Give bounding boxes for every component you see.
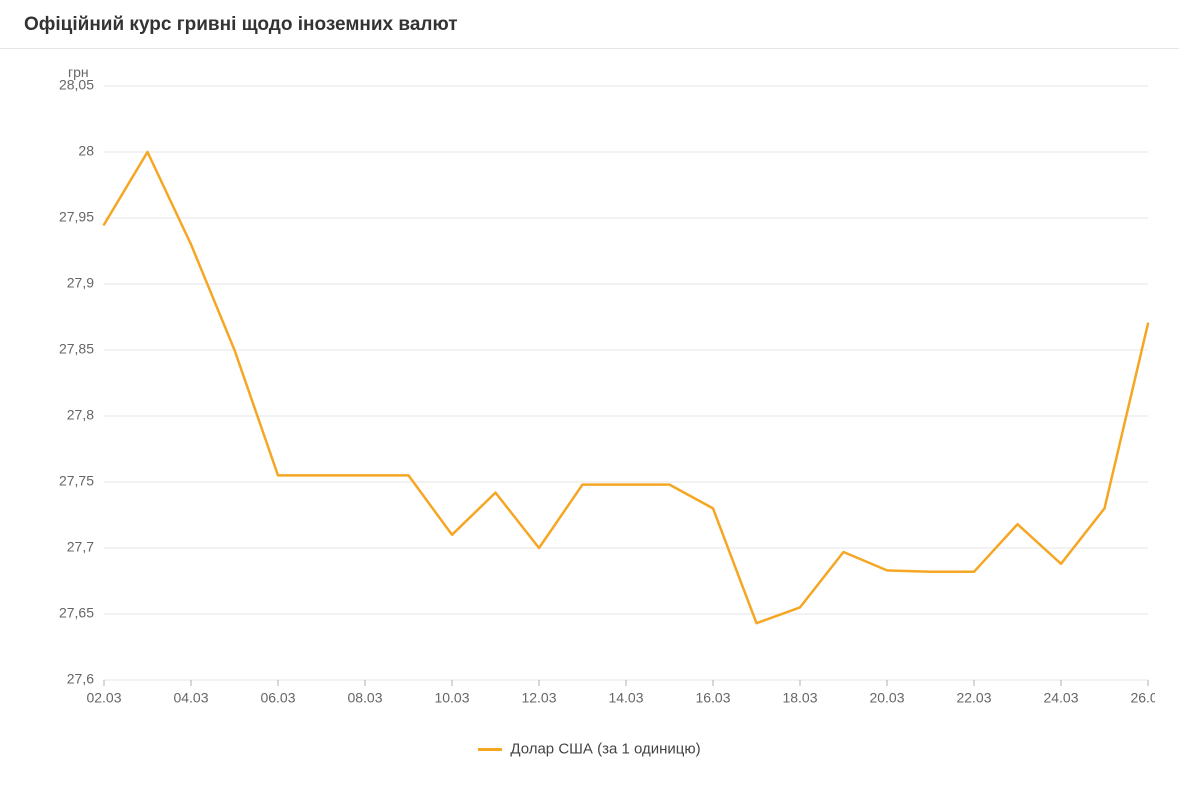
svg-text:27,85: 27,85 [59,341,94,357]
svg-text:27,9: 27,9 [67,275,94,291]
svg-text:22.03: 22.03 [956,689,991,705]
page: Офіційний курс гривні щодо іноземних вал… [0,0,1179,808]
svg-text:06.03: 06.03 [260,689,295,705]
svg-text:27,6: 27,6 [67,671,94,687]
chart-legend: Долар США (за 1 одиницю) [24,740,1155,758]
line-chart-svg: 27,6 27,65 27,7 27,75 27,8 27,85 27,9 27,95 28 28… [24,60,1155,720]
svg-text:27,65: 27,65 [59,605,94,621]
svg-text:27,8: 27,8 [67,407,94,423]
title-divider [0,48,1179,49]
svg-text:28,05: 28,05 [59,77,94,93]
svg-text:04.03: 04.03 [173,689,208,705]
svg-text:26.03: 26.03 [1130,689,1155,705]
svg-text:02.03: 02.03 [86,689,121,705]
svg-text:20.03: 20.03 [869,689,904,705]
svg-text:16.03: 16.03 [695,689,730,705]
svg-text:28: 28 [78,143,94,159]
svg-text:08.03: 08.03 [347,689,382,705]
svg-text:27,75: 27,75 [59,473,94,489]
svg-text:14.03: 14.03 [608,689,643,705]
chart-container: грн 27,627,6527,727,7527,827,8527,927,95… [24,60,1155,760]
legend-swatch [478,748,502,751]
svg-text:24.03: 24.03 [1043,689,1078,705]
svg-text:27,7: 27,7 [67,539,94,555]
chart-title: Офіційний курс гривні щодо іноземних вал… [24,14,458,36]
legend-label: Долар США (за 1 одиницю) [510,741,700,758]
svg-text:12.03: 12.03 [521,689,556,705]
svg-text:18.03: 18.03 [782,689,817,705]
svg-text:27,95: 27,95 [59,209,94,225]
svg-text:10.03: 10.03 [434,689,469,705]
